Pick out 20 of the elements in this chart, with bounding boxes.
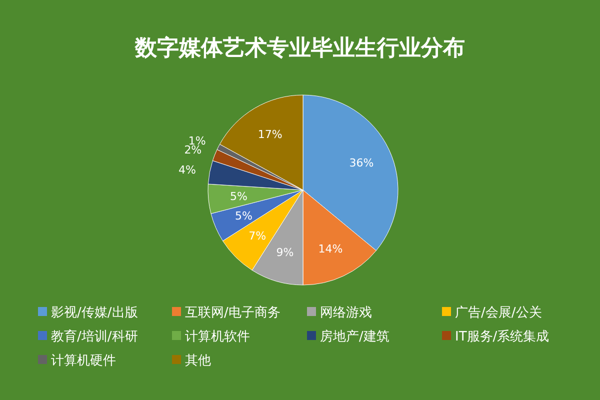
data-label: 7% [248,230,266,243]
data-label: 36% [349,156,374,170]
legend-label: 广告/会展/公关 [455,306,542,321]
legend-label: 网络游戏 [320,306,372,321]
data-label: 14% [318,242,343,256]
legend-label: 房地产/建筑 [320,328,390,345]
data-label: 5% [230,190,248,203]
data-label: 2% [184,144,202,157]
data-label: 9% [276,246,294,259]
legend-label: 计算机硬件 [51,354,116,369]
legend-label: 互联网/电子商务 [185,306,280,321]
legend-label: 其他 [185,354,211,369]
chart-title: 数字媒体艺术专业毕业生行业分布 [134,35,465,61]
legend-label: IT服务/系统集成 [455,330,550,345]
legend-label: 计算机软件 [185,330,250,345]
legend-label: 教育/培训/科研 [51,328,138,345]
data-label: 17% [258,128,282,142]
data-label: 4% [178,163,196,176]
data-label: 5% [234,210,252,223]
legend-label: 影视/传媒/出版 [51,306,138,321]
